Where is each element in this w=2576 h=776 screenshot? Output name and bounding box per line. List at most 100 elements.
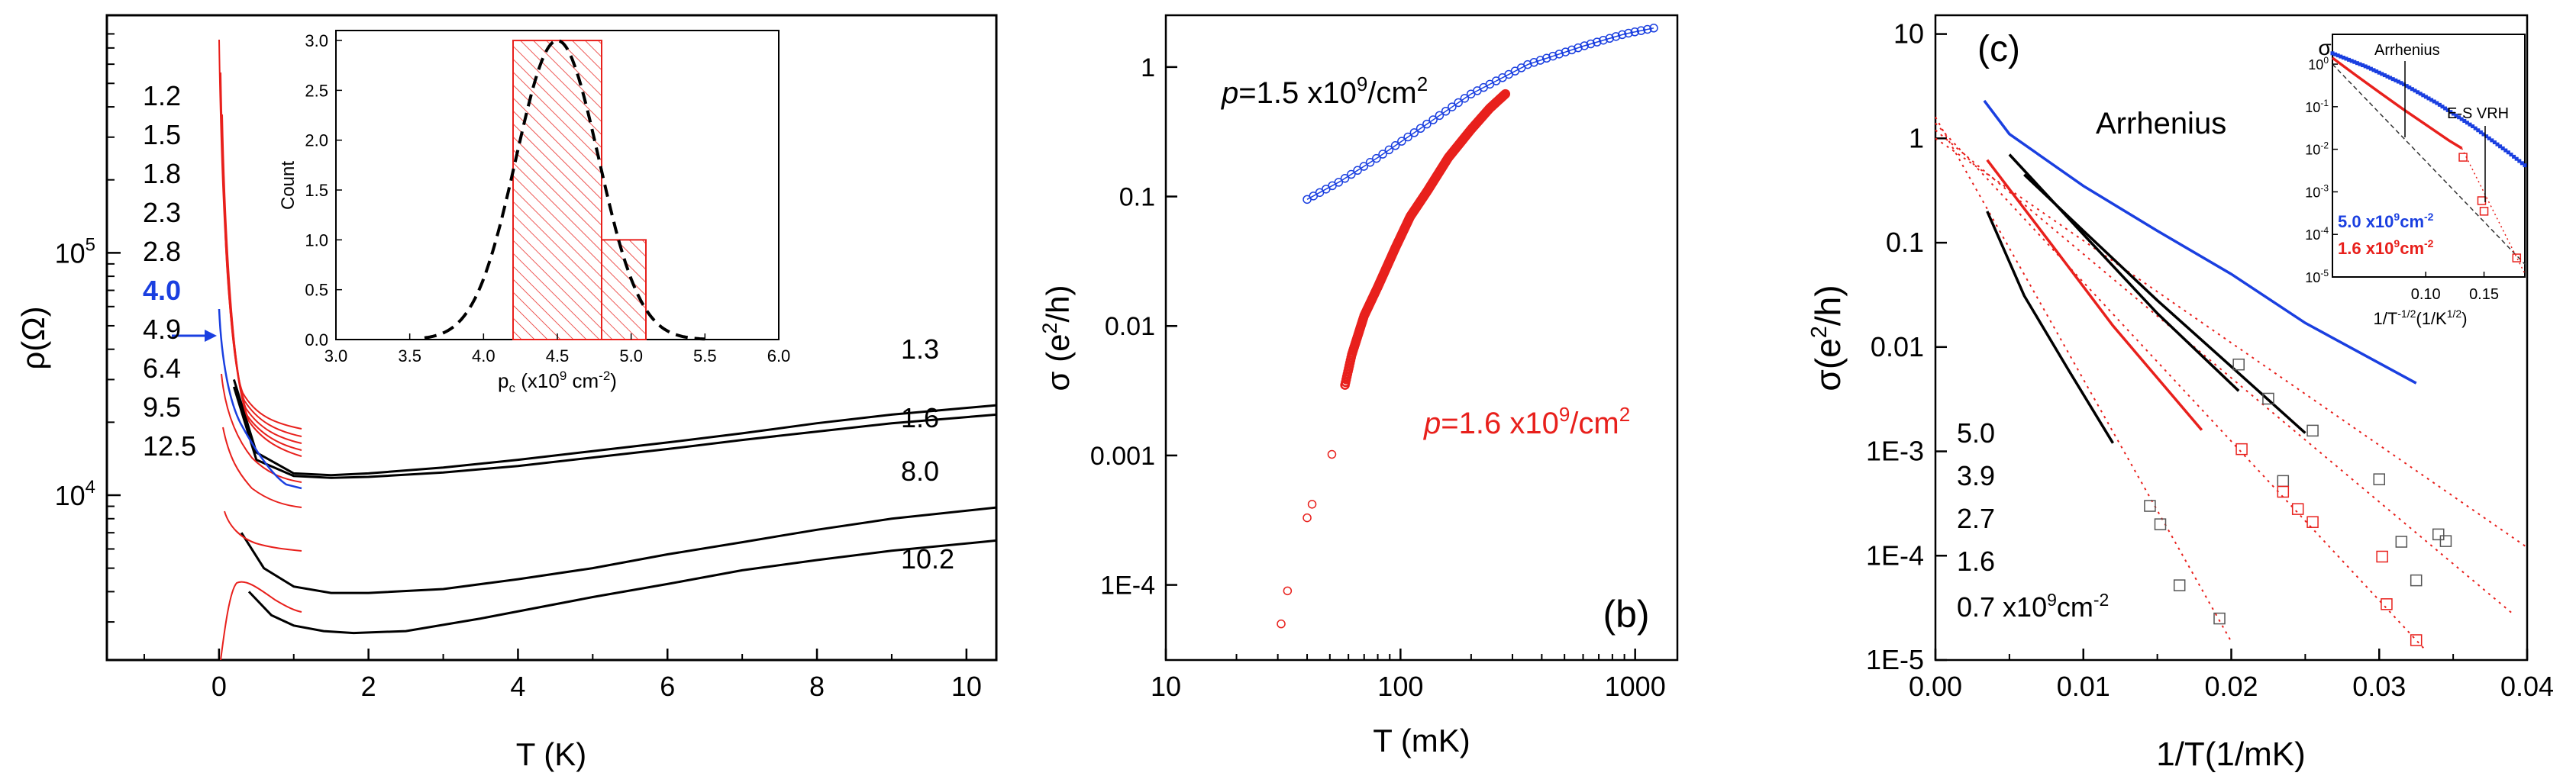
panel-b-series-red-label: p=1.6 x109/cm2 [1423,403,1630,440]
series-blue-point [1422,119,1432,129]
marker-black [2395,536,2408,548]
short-curve-6.4 [222,427,302,508]
density-label: 12.5 [143,430,196,462]
marker-black [2306,424,2319,437]
marker-black [2439,535,2452,547]
inset-c-blue-point [2394,78,2398,82]
y-tick-label: 0.1 [1119,183,1155,212]
inset-c-xlabel: 1/T-1/2(1/K1/2) [2373,308,2467,328]
panel-b-series-blue-label: p=1.5 x109/cm2 [1221,72,1428,110]
marker-red [2410,634,2423,646]
inset-y-tick-label: 10-4 [2305,225,2329,243]
inset-c-blue-point [2473,126,2478,130]
marker-red [2277,485,2290,498]
inset-a-ylabel: Count [278,161,299,210]
curve-5.0 [1983,99,2417,385]
x-tick-label: 1000 [1605,671,1666,702]
inset-c-blue-point [2451,111,2455,116]
marker-black [2232,358,2245,371]
panel-b-xlabel: T (mK) [1373,723,1470,758]
inset-x-tick-label: 3.5 [398,346,421,365]
density-label: 4.0 [143,275,181,306]
inset-x-tick-label: 6.0 [767,346,791,365]
series-blue-line [1306,27,1654,200]
long-label-10.2: 10.2 [901,543,954,575]
inset-c-blue-point [2443,106,2448,111]
inset-x-tick-label: 0.10 [2411,286,2441,303]
inset-c-blue-point [2509,153,2513,157]
density-label: 1.2 [143,80,181,111]
density-label: 4.9 [143,314,181,345]
x-tick-label: 0 [211,671,227,702]
inset-c-blue-point [2344,56,2348,61]
density-label: 6.4 [143,353,181,384]
series-red-outlier [1327,449,1337,459]
y-tick-label: 1 [1141,53,1155,82]
series-blue-point [1454,98,1463,108]
series-blue-point [1409,128,1419,137]
inset-c-blue-point [2429,98,2434,102]
series-blue-point [1643,24,1652,34]
inset-x-tick-label: 5.0 [619,346,643,365]
inset-c-blue-point [2440,105,2445,109]
inset-c-blue-point [2517,159,2522,163]
series-blue-point [1460,94,1470,103]
inset-c-blue-point [2457,115,2461,120]
marker-black [2154,518,2167,530]
inset-y-tick-label: 0.0 [305,330,328,349]
curve-8.0 [240,506,997,594]
series-blue-point [1611,32,1621,41]
series-blue-point [1378,150,1387,159]
inset-c-blue-point [2503,148,2508,153]
inset-c-blue-point [2382,73,2387,78]
density-label: 5.0 [1957,417,1995,449]
marker-red [2376,550,2388,563]
series-blue-point [1340,174,1350,183]
inset-c-blue-point [2385,74,2390,79]
series-blue-point [1592,37,1602,47]
inset-c-blue-point [2492,140,2497,145]
inset-c-blue-point [2523,163,2527,168]
inset-y-tick-label: 10-3 [2305,182,2329,200]
density-label: 1.6 [1957,546,1995,577]
x-tick-label: 10 [1151,671,1181,702]
highlight-arrowhead [205,330,217,342]
inset-a-xlabel: pc (x109 cm-2) [498,369,617,395]
y-tick-label: 1E-4 [1866,539,1924,571]
curve-0.7 [1986,211,2114,444]
marker-black [2144,500,2156,512]
inset-c-blue-point [2418,92,2423,96]
inset-c-frame [2332,34,2526,278]
series-blue-point [1574,43,1583,53]
inset-c-blue-point [2471,124,2475,129]
series-blue-point [1448,102,1457,111]
inset-c-vrh: E-S VRH [2447,105,2509,122]
histogram-bar [512,40,602,341]
short-curve-4.0-blue [218,308,302,490]
series-red-outlier [1277,619,1286,629]
panel-b-ylabel: σ (e2/h) [1038,285,1076,391]
curve-1.3 [232,378,997,477]
panel-a-ylabel: ρ(Ω) [15,306,51,369]
inset-c-blue-point [2484,134,2489,139]
inset-c-blue-point [2437,102,2442,107]
series-blue-point [1403,132,1412,142]
density-label: 3.9 [1957,460,1995,491]
fit-line [1935,122,2425,649]
series-red-outlier [1307,500,1317,509]
inset-c-blue-point [2377,70,2381,75]
inset-c-blue-point [2413,89,2417,93]
inset-c-blue-point [2333,52,2338,56]
inset-c-blue-point [2432,99,2436,104]
series-blue-point [1353,166,1362,175]
x-tick-label: 0.04 [2500,671,2554,702]
x-tick-label: 100 [1377,671,1423,702]
inset-c-legend-blue: 5.0 x109cm-2 [2338,211,2434,231]
panel-c-ylabel: σ(e2/h) [1807,285,1848,391]
series-blue-point [1347,169,1356,179]
inset-c-blue-point [2498,144,2503,149]
series-blue-point [1554,50,1564,59]
density-label: 2.3 [143,197,181,228]
inset-c-blue-point [2388,76,2393,80]
